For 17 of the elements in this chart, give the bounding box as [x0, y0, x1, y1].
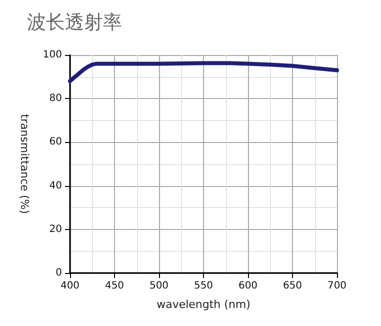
x-tick-label: 650 — [282, 280, 302, 292]
x-tick-label: 700 — [327, 280, 347, 292]
chart-title: 波长透射率 — [27, 12, 122, 34]
y-tick-label: 40 — [49, 180, 62, 192]
y-tick-label: 0 — [56, 268, 62, 278]
y-tick-label: 100 — [42, 50, 62, 60]
line-series — [68, 61, 339, 84]
x-tick-label: 550 — [194, 280, 214, 292]
x-axis-title: wavelength (nm) — [156, 298, 250, 311]
x-tick-label: 500 — [149, 280, 169, 292]
x-tick-label: 450 — [104, 280, 124, 292]
y-tick-label: 60 — [49, 136, 62, 148]
y-tick-label: 80 — [49, 93, 62, 104]
x-tick-label: 400 — [60, 280, 80, 292]
y-tick-label: 20 — [49, 224, 62, 235]
y-axis-title: transmittance (%) — [18, 114, 31, 214]
x-tick-label: 600 — [238, 280, 258, 292]
